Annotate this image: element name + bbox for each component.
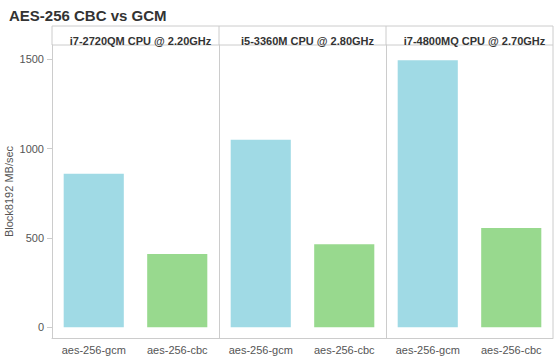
svg-text:AES-256 CBC vs GCM: AES-256 CBC vs GCM [9, 7, 167, 24]
svg-text:500: 500 [26, 232, 44, 244]
svg-text:aes-256-cbc: aes-256-cbc [314, 344, 375, 356]
svg-text:aes-256-gcm: aes-256-gcm [229, 344, 293, 356]
svg-text:aes-256-cbc: aes-256-cbc [147, 344, 208, 356]
svg-text:aes-256-gcm: aes-256-gcm [396, 344, 460, 356]
svg-text:i7-2720QM CPU @ 2.20GHz: i7-2720QM CPU @ 2.20GHz [70, 35, 212, 47]
svg-text:1000: 1000 [20, 143, 44, 155]
svg-text:i7-4800MQ CPU @ 2.70GHz: i7-4800MQ CPU @ 2.70GHz [404, 35, 546, 47]
svg-text:i5-3360M CPU @ 2.80GHz: i5-3360M CPU @ 2.80GHz [241, 35, 374, 47]
svg-text:Block8192 MB/sec: Block8192 MB/sec [3, 145, 15, 237]
svg-text:0: 0 [38, 321, 44, 333]
svg-text:aes-256-cbc: aes-256-cbc [481, 344, 542, 356]
svg-text:1500: 1500 [20, 53, 44, 65]
svg-text:aes-256-gcm: aes-256-gcm [62, 344, 126, 356]
